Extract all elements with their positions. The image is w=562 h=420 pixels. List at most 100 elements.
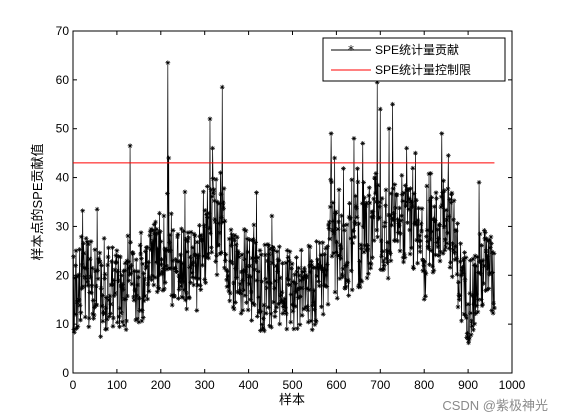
data-point (124, 318, 129, 324)
data-point (301, 265, 307, 271)
data-point (249, 318, 255, 323)
data-point (342, 285, 348, 291)
data-point (248, 274, 254, 280)
data-point (431, 204, 437, 210)
data-point (441, 224, 447, 230)
data-point (437, 258, 443, 264)
data-point (284, 247, 290, 253)
data-point (181, 279, 187, 284)
data-point (92, 305, 97, 310)
data-point (87, 289, 93, 295)
data-point (265, 258, 270, 264)
data-point (105, 262, 111, 268)
data-point (72, 275, 78, 281)
data-point (242, 293, 248, 298)
data-point (257, 247, 263, 253)
data-point (409, 204, 415, 209)
data-point (193, 262, 199, 268)
data-point (95, 267, 100, 273)
data-point (213, 177, 219, 182)
data-point (285, 254, 291, 260)
data-point (109, 259, 115, 265)
data-point (451, 198, 457, 204)
data-point (298, 278, 304, 283)
data-point (193, 252, 199, 258)
data-point (169, 302, 175, 308)
data-point (469, 318, 475, 324)
data-point (445, 153, 451, 158)
data-point (271, 299, 277, 305)
data-point (256, 294, 262, 300)
data-point (367, 200, 373, 206)
data-point (221, 186, 227, 191)
data-point (344, 263, 349, 269)
data-point (305, 303, 310, 309)
data-point (337, 253, 342, 258)
data-point (402, 255, 408, 260)
data-point (313, 317, 319, 323)
x-tick-label: 100 (107, 378, 127, 392)
data-point (92, 247, 98, 253)
data-point (338, 245, 344, 251)
data-point (384, 248, 390, 254)
data-point (229, 232, 235, 238)
data-point (329, 179, 334, 185)
data-point (180, 261, 186, 267)
data-point (336, 187, 342, 193)
data-point (355, 179, 361, 185)
data-point (304, 286, 310, 291)
data-point (320, 240, 326, 246)
y-axis-label: 样本点的SPE贡献值 (30, 143, 45, 260)
data-point (274, 304, 280, 310)
data-point (131, 297, 137, 303)
data-point (349, 287, 355, 293)
data-point (298, 247, 304, 253)
data-point (491, 250, 497, 256)
data-point (230, 235, 236, 241)
data-point (141, 271, 147, 276)
data-point (240, 268, 246, 273)
data-point (230, 304, 236, 310)
data-point (103, 305, 109, 311)
data-point (251, 302, 257, 308)
data-point (78, 310, 84, 316)
data-point (410, 165, 416, 171)
data-point (464, 331, 470, 337)
data-point (397, 248, 403, 254)
data-point (178, 283, 184, 289)
data-point (490, 310, 496, 316)
data-point (332, 289, 338, 295)
data-point (357, 259, 363, 264)
data-point (359, 201, 365, 206)
data-point (160, 271, 165, 276)
data-point (264, 279, 270, 285)
data-point (300, 269, 305, 275)
data-point (184, 249, 190, 255)
data-point (379, 196, 385, 201)
data-point (81, 240, 86, 246)
data-point (110, 245, 115, 251)
data-point (360, 140, 366, 146)
data-point (153, 219, 158, 225)
data-point (334, 239, 340, 245)
data-point (280, 311, 286, 316)
data-point (411, 266, 417, 271)
data-point (292, 272, 298, 278)
data-point (388, 258, 394, 264)
data-point (198, 287, 204, 293)
data-point (212, 219, 218, 225)
data-point (121, 268, 126, 274)
data-point (402, 251, 407, 257)
data-point (197, 282, 203, 288)
data-point (137, 242, 143, 248)
data-point (223, 252, 229, 257)
data-point (212, 216, 218, 222)
data-point (338, 255, 344, 261)
data-point (123, 327, 129, 332)
data-point (194, 239, 200, 245)
data-point (235, 289, 241, 295)
data-point (137, 307, 143, 313)
data-point (204, 254, 210, 260)
data-point (459, 268, 465, 274)
data-point (380, 258, 386, 264)
